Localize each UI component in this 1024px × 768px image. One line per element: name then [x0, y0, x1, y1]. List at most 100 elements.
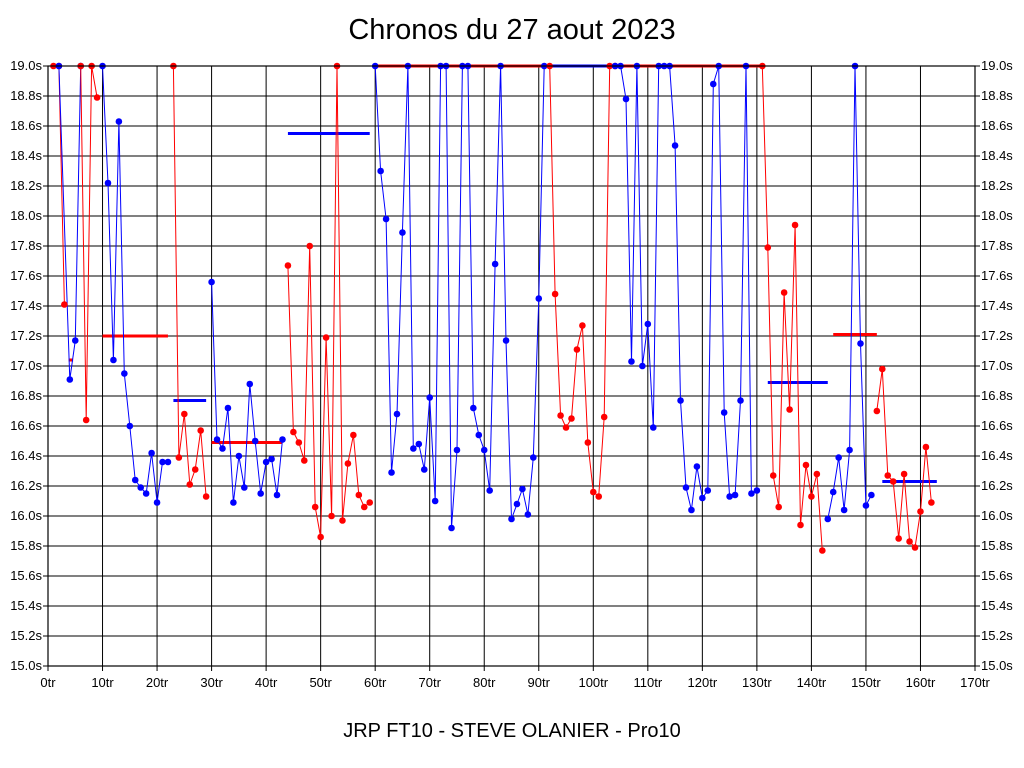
- data-point: [551, 290, 559, 298]
- data-point: [622, 95, 630, 103]
- data-point: [677, 397, 684, 404]
- data-point: [262, 458, 270, 466]
- data-point: [524, 511, 532, 518]
- data-point: [649, 424, 657, 431]
- axis-tick-labels: 15.0s 15.0s 15.2s 15.2s 15.4s 15.4s 15.6s 15.6s…: [10, 58, 1013, 690]
- data-point: [311, 503, 319, 511]
- data-point: [513, 500, 521, 508]
- data-point: [791, 221, 799, 229]
- x-axis-label: JRP FT10 - STEVE OLANIER - Pro10: [343, 720, 681, 742]
- data-point: [491, 260, 499, 268]
- data-point: [775, 503, 782, 511]
- y-tick-label-left: 16.6s: [10, 418, 42, 433]
- y-tick-label-right: 18.0s: [981, 208, 1013, 223]
- data-point: [306, 242, 314, 250]
- data-point: [224, 404, 232, 412]
- y-tick-label-right: 17.4s: [981, 298, 1013, 313]
- data-point: [699, 494, 706, 502]
- data-point: [66, 376, 74, 383]
- x-tick-label: 10tr: [91, 675, 114, 690]
- y-tick-label-right: 16.0s: [981, 508, 1013, 523]
- data-point: [709, 80, 717, 88]
- y-tick-label-right: 16.8s: [981, 388, 1013, 403]
- y-tick-label-left: 18.8s: [10, 88, 42, 103]
- plot-frame: [47, 65, 976, 667]
- data-point: [835, 454, 842, 461]
- data-point: [131, 476, 139, 484]
- data-point: [928, 499, 935, 506]
- data-point: [562, 424, 570, 431]
- x-tick-label: 130tr: [742, 675, 772, 690]
- data-point: [748, 490, 755, 497]
- data-point: [219, 445, 226, 452]
- y-tick-label-right: 18.6s: [981, 118, 1013, 133]
- data-point: [290, 428, 297, 436]
- data-point: [824, 515, 832, 523]
- y-tick-label-right: 15.4s: [981, 598, 1013, 613]
- data-point: [93, 94, 101, 101]
- data-point: [251, 437, 259, 445]
- data-point: [873, 407, 881, 415]
- data-point: [350, 431, 357, 439]
- x-tick-label: 50tr: [309, 675, 332, 690]
- y-tick-label-left: 18.4s: [10, 148, 42, 163]
- data-point: [126, 422, 134, 430]
- data-point: [884, 472, 892, 479]
- data-point: [159, 458, 166, 466]
- data-point: [595, 493, 603, 500]
- data-point: [191, 466, 199, 473]
- y-tick-label-left: 17.6s: [10, 268, 42, 283]
- data-point: [600, 413, 608, 421]
- data-point: [202, 493, 210, 500]
- data-point: [693, 463, 701, 470]
- data-point: [213, 436, 221, 443]
- x-tick-label: 0tr: [40, 675, 56, 690]
- series-line: [615, 65, 758, 511]
- data-point: [110, 356, 117, 364]
- x-tick-label: 40tr: [255, 675, 278, 690]
- data-point: [241, 484, 248, 491]
- data-point: [508, 515, 515, 523]
- data-point: [317, 533, 324, 541]
- data-point: [579, 322, 586, 329]
- data-point: [377, 167, 384, 175]
- data-point: [786, 406, 793, 413]
- y-tick-label-left: 15.8s: [10, 538, 42, 553]
- data-point: [426, 394, 434, 401]
- data-point: [769, 472, 777, 479]
- y-tick-label-right: 16.4s: [981, 448, 1013, 463]
- data-point: [164, 458, 172, 466]
- x-tick-label: 150tr: [851, 675, 881, 690]
- data-point: [475, 431, 483, 439]
- y-tick-label-right: 15.2s: [981, 628, 1013, 643]
- y-tick-label-left: 15.0s: [10, 658, 42, 673]
- series-line: [374, 65, 545, 529]
- y-tick-label-right: 17.2s: [981, 328, 1013, 343]
- data-point: [911, 544, 919, 551]
- y-tick-label-right: 17.0s: [981, 358, 1013, 373]
- y-tick-label-right: 15.6s: [981, 568, 1013, 583]
- data-point: [840, 506, 848, 514]
- data-point: [900, 470, 908, 478]
- data-point: [688, 506, 695, 514]
- data-point: [382, 215, 390, 223]
- series-line: [287, 65, 371, 538]
- data-point: [802, 461, 810, 469]
- data-point: [486, 487, 493, 494]
- data-point: [355, 491, 363, 499]
- data-point: [639, 362, 646, 370]
- data-point: [704, 487, 712, 494]
- data-point: [895, 535, 902, 542]
- y-tick-label-left: 16.4s: [10, 448, 42, 463]
- data-point: [857, 340, 864, 347]
- series-line: [549, 65, 616, 498]
- data-point: [868, 491, 875, 499]
- data-point: [819, 547, 826, 554]
- data-point: [644, 320, 652, 328]
- data-point: [61, 301, 68, 308]
- data-point: [922, 443, 930, 451]
- data-point: [410, 445, 417, 452]
- data-point: [279, 436, 286, 443]
- y-tick-label-right: 16.6s: [981, 418, 1013, 433]
